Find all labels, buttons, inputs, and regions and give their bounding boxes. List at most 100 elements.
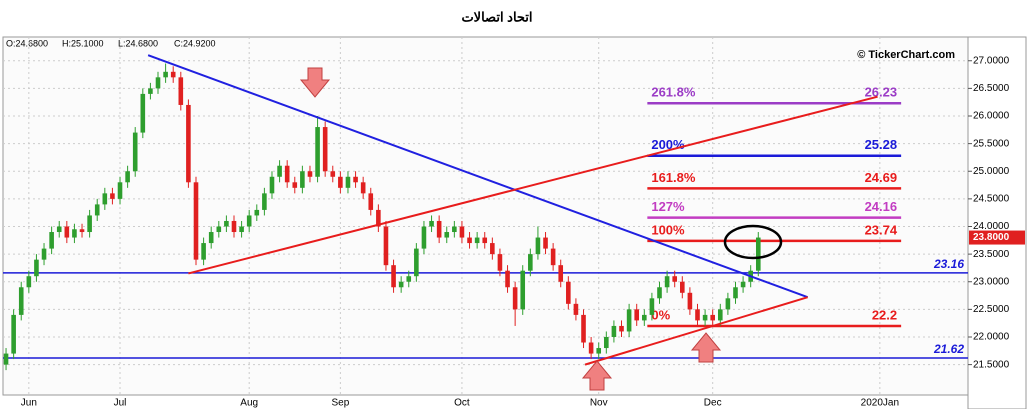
horizontal-line-label: 23.16: [933, 257, 964, 271]
y-axis-panel: [967, 36, 1027, 409]
fib-value: 24.16: [865, 199, 898, 214]
x-tick-label: Oct: [454, 398, 470, 409]
candle-body: [79, 229, 85, 233]
fib-label: 127%: [651, 199, 685, 214]
candle-body: [140, 93, 146, 133]
horizontal-line-label: 21.62: [933, 342, 964, 356]
candle-body: [649, 298, 655, 315]
candle-body: [657, 287, 662, 299]
candle-body: [87, 215, 92, 233]
candle-body: [11, 314, 16, 354]
fib-value: 25.28: [865, 137, 898, 152]
y-tick-label: 22.0000: [973, 332, 1010, 343]
candle-body: [284, 165, 290, 183]
y-tick-label: 23.5000: [973, 249, 1010, 260]
candle-body: [383, 226, 389, 266]
candle-body: [170, 71, 176, 78]
candle-body: [596, 348, 602, 354]
candle-body: [262, 193, 267, 210]
candle-body: [566, 281, 571, 304]
candle-body: [178, 77, 184, 105]
candle-body: [72, 229, 77, 238]
candle-body: [626, 309, 632, 332]
candle-body: [338, 176, 343, 188]
candle-body: [429, 220, 434, 227]
candle-body: [452, 226, 457, 233]
candle-body: [208, 232, 214, 244]
fib-value: 24.69: [865, 170, 898, 185]
candle-body: [269, 176, 275, 194]
fib-value: 22.2: [872, 307, 897, 322]
trend-line: [188, 95, 878, 275]
candle-body: [687, 292, 693, 310]
ohlc-header: L:24.6800: [118, 38, 158, 48]
y-tick-label: 25.5000: [973, 138, 1010, 149]
highlight-ellipse: [723, 224, 783, 260]
candle-body: [102, 193, 108, 205]
candle-body: [695, 309, 700, 321]
candle-body: [18, 287, 24, 315]
candle-body: [406, 276, 412, 282]
candle-body: [664, 276, 670, 288]
candle-body: [459, 226, 465, 238]
candle-body: [3, 353, 9, 365]
last-price-tag: [969, 230, 1025, 245]
candle-body: [155, 77, 161, 89]
candle-body: [543, 237, 548, 249]
y-tick-label: 27.0000: [973, 55, 1010, 66]
y-tick-label: 24.5000: [973, 194, 1010, 205]
x-tick-label: Aug: [240, 398, 258, 409]
candle-body: [604, 336, 609, 349]
candle-body: [490, 243, 495, 255]
down-arrow: [299, 67, 331, 98]
candle-body: [330, 171, 336, 177]
x-tick-label: Nov: [590, 398, 608, 409]
candle-body: [307, 171, 313, 177]
candle-body: [345, 176, 351, 188]
candle-body: [733, 287, 738, 299]
candle-body: [421, 226, 427, 249]
candle-body: [315, 127, 320, 177]
candle-body: [535, 237, 541, 255]
candle-body: [163, 71, 168, 78]
x-tick-label: Dec: [704, 398, 722, 409]
candle-body: [277, 165, 282, 177]
x-tick-label: 2020Jan: [861, 398, 899, 409]
ohlc-header: C:24.9200: [174, 38, 216, 48]
candle-body: [132, 132, 138, 172]
candle-body: [520, 270, 526, 310]
ohlc-header: H:25.1000: [62, 38, 104, 48]
candle-body: [436, 220, 442, 238]
candle-body: [497, 254, 503, 271]
candle-body: [467, 237, 472, 244]
candle-body: [300, 171, 305, 188]
candle-body: [550, 248, 556, 266]
fib-value: 23.74: [865, 222, 898, 237]
candle-body: [482, 237, 488, 244]
candle-body: [581, 314, 586, 343]
candle-body: [201, 243, 206, 260]
trend-line: [147, 54, 809, 299]
x-tick-label: Sep: [331, 398, 349, 409]
candle-body: [619, 325, 624, 332]
candle-body: [512, 287, 518, 310]
candle-body: [49, 232, 54, 249]
y-tick-label: 24.0000: [973, 221, 1010, 232]
candle-body: [702, 314, 708, 321]
candle-body: [642, 314, 647, 321]
candle-body: [117, 182, 123, 199]
last-price-label: 23.8000: [973, 232, 1010, 243]
candle-body: [611, 325, 617, 337]
watermark: © TickerChart.com: [857, 49, 955, 61]
candle-body: [573, 303, 579, 315]
candle-body: [360, 182, 366, 194]
candle-body: [353, 176, 358, 183]
candle-body: [725, 298, 731, 310]
candle-body: [193, 182, 199, 260]
trend-line: [584, 296, 808, 366]
candle-body: [672, 276, 678, 282]
fib-label: 100%: [651, 222, 685, 237]
candle-body: [444, 232, 450, 238]
candle-body: [588, 342, 594, 354]
